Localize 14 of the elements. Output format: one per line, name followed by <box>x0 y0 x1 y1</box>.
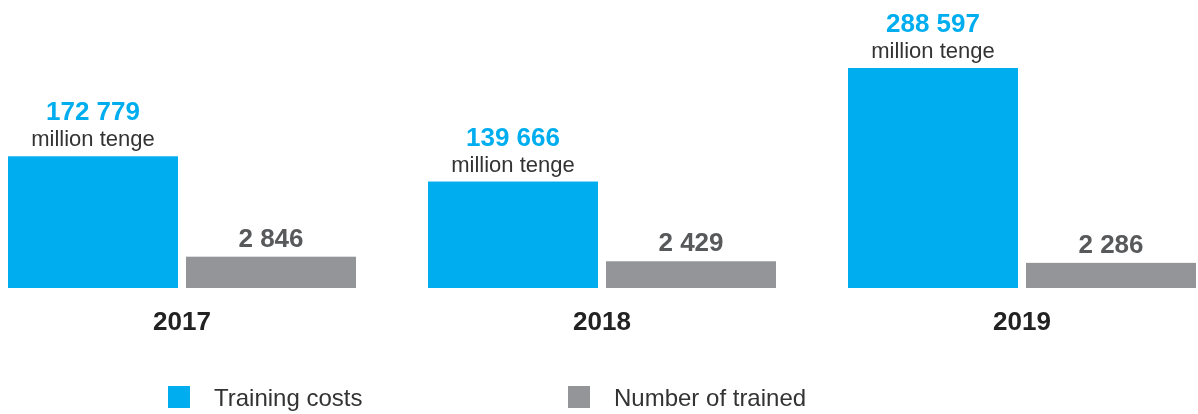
legend-label: Number of trained <box>614 384 807 411</box>
x-tick-label: 2019 <box>993 306 1051 336</box>
data-label: 2 286 <box>1078 228 1144 259</box>
data-label: 172 779 <box>46 96 140 127</box>
data-label: 288 597 <box>886 8 980 38</box>
x-tick-label: 2018 <box>573 306 631 336</box>
data-label: 139 666 <box>466 121 560 152</box>
annotation: million tenge <box>31 126 155 152</box>
x-tick-label: 2017 <box>153 306 211 336</box>
data-label: 2 429 <box>658 227 724 258</box>
legend-label: Training costs <box>214 384 363 411</box>
data-label: 2 846 <box>238 222 304 253</box>
annotation: million tenge <box>871 38 995 63</box>
annotation: million tenge <box>451 151 575 177</box>
